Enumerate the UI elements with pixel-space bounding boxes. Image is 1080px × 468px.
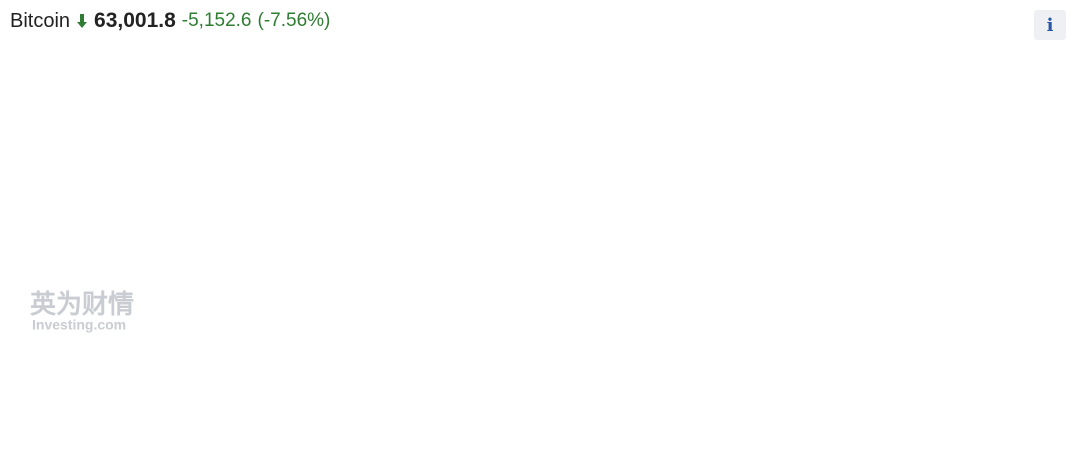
title: Bitcoin (10, 9, 71, 32)
watermark-cjk: 英为财情 (30, 289, 134, 319)
price: 63,001.8 (94, 9, 176, 32)
watermark-brand: Investing.com (32, 317, 126, 333)
down-arrow (77, 14, 88, 28)
info-button[interactable]: i (1034, 10, 1066, 40)
change-percent: (-7.56%) (257, 10, 331, 31)
header: Bitcoin 63,001.8 -5,152.6 (-7.56%) (10, 6, 330, 36)
change: -5,152.6 (181, 10, 252, 31)
